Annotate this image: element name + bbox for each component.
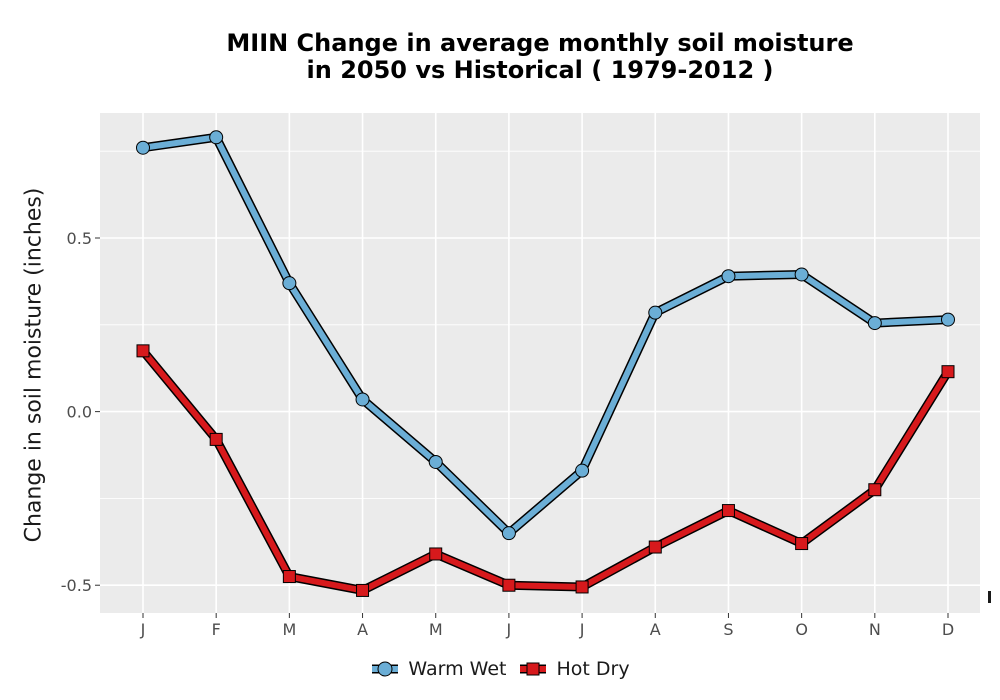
x-tick-label: A <box>357 620 368 639</box>
legend-label-hot-dry: Hot Dry <box>556 658 630 680</box>
data-point <box>941 365 955 379</box>
data-point <box>356 583 370 597</box>
data-point <box>209 130 224 145</box>
data-point <box>867 316 882 331</box>
data-point <box>868 483 882 497</box>
data-point <box>282 276 297 291</box>
x-tick-label: J <box>140 620 146 639</box>
grid-lines <box>100 113 980 613</box>
legend-key-hot-dry <box>520 662 547 676</box>
x-tick-label: J <box>579 620 585 639</box>
legend-item-hot-dry: Hot Dry <box>518 658 630 680</box>
data-point <box>355 392 370 407</box>
y-tick-label: -0.5 <box>61 576 92 595</box>
edge-mark <box>988 591 991 603</box>
x-tick-label: F <box>212 620 221 639</box>
data-point <box>648 305 663 320</box>
y-axis: -0.5 0.0 0.5 <box>61 229 100 595</box>
data-point <box>501 526 516 541</box>
x-tick-label: M <box>282 620 296 639</box>
data-point <box>795 537 809 551</box>
legend-label-warm-wet: Warm Wet <box>408 658 507 680</box>
chart-title-line1: MIIN Change in average monthly soil mois… <box>226 29 854 57</box>
y-tick-label: 0.0 <box>67 403 92 422</box>
data-point <box>575 580 589 594</box>
data-point <box>648 540 662 554</box>
data-point <box>136 140 150 155</box>
legend-key-warm-wet <box>372 661 399 677</box>
data-point <box>502 578 516 592</box>
x-tick-label: J <box>506 620 512 639</box>
data-point <box>941 312 955 327</box>
data-point <box>794 267 809 282</box>
data-point <box>721 504 735 518</box>
chart-title-line2: in 2050 vs Historical ( 1979-2012 ) <box>306 56 774 84</box>
legend: Warm Wet Hot Dry <box>0 658 1000 680</box>
data-point <box>429 547 443 561</box>
series-line <box>140 347 951 594</box>
x-tick-label: N <box>869 620 881 639</box>
x-tick-label: S <box>723 620 733 639</box>
data-point <box>428 454 443 469</box>
y-tick-label: 0.5 <box>67 229 92 248</box>
plot-background <box>100 113 980 613</box>
x-tick-label: A <box>650 620 661 639</box>
data-point <box>575 463 590 478</box>
data-point <box>209 432 223 446</box>
data-point <box>136 344 150 358</box>
data-point <box>721 269 736 284</box>
x-tick-label: M <box>429 620 443 639</box>
legend-item-warm-wet: Warm Wet <box>370 658 506 680</box>
x-tick-label: D <box>942 620 954 639</box>
data-point <box>282 570 296 584</box>
series-group <box>136 130 955 597</box>
chart-title: MIIN Change in average monthly soil mois… <box>100 30 980 84</box>
series-line <box>140 134 951 537</box>
x-tick-label: O <box>795 620 808 639</box>
